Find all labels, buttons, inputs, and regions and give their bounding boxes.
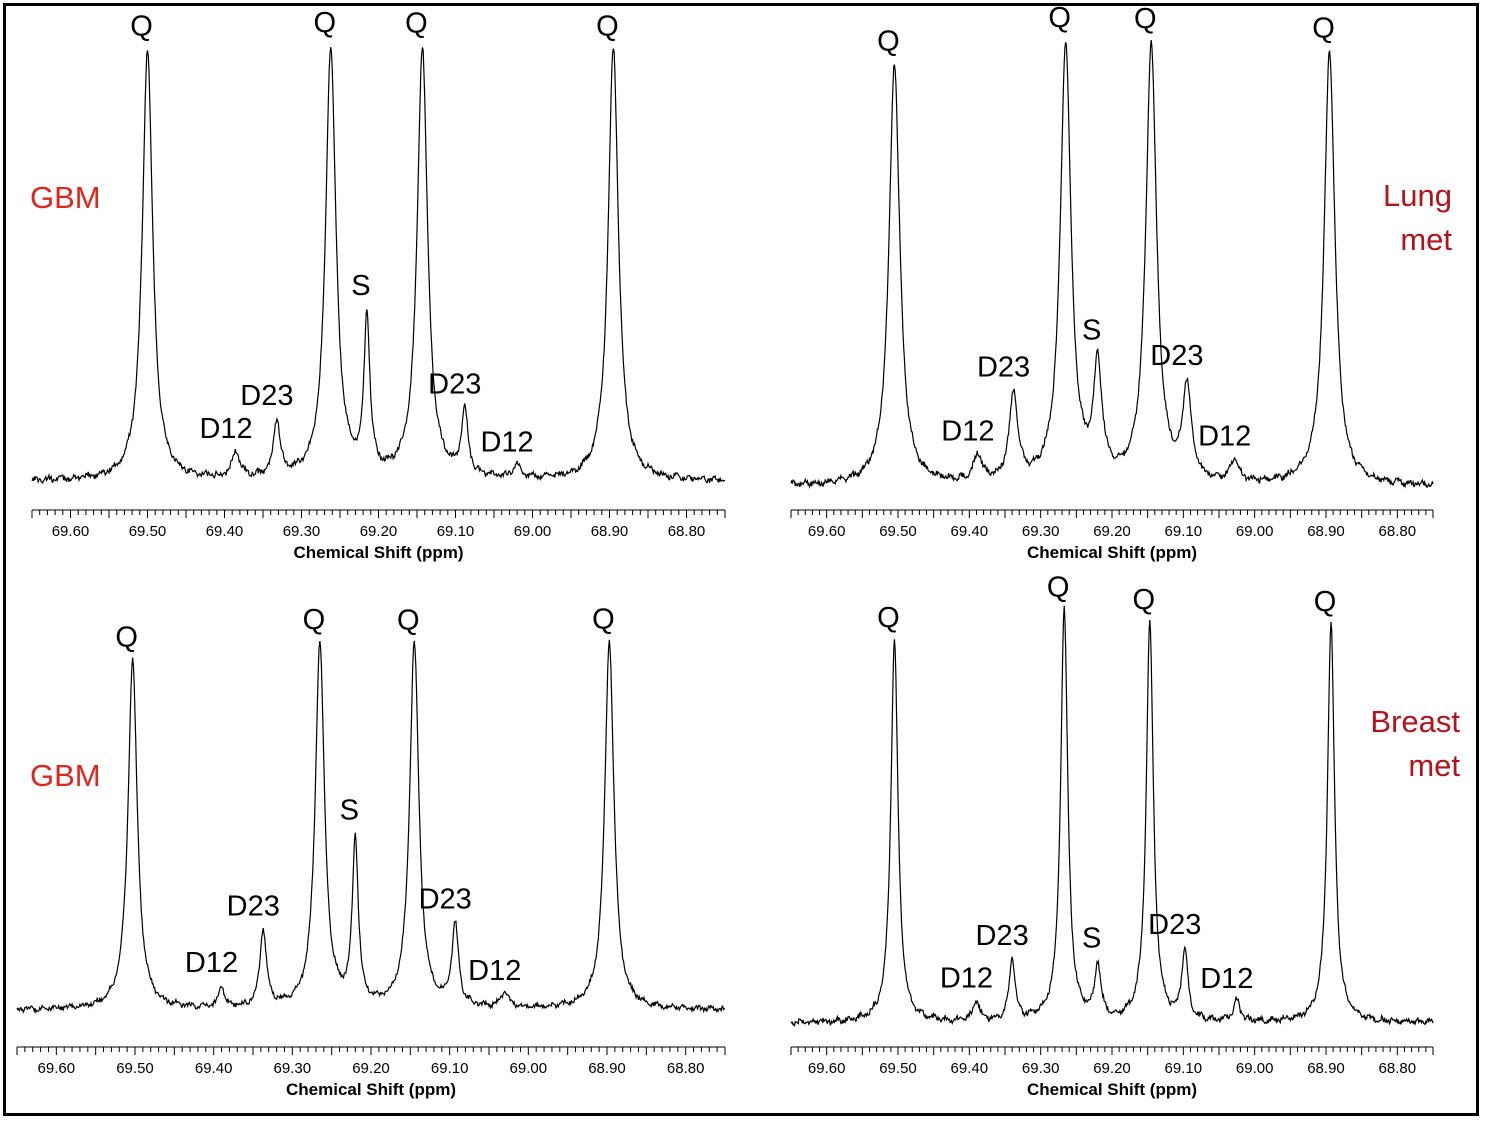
x-tick-label: 69.30 — [1022, 1060, 1060, 1077]
peak-label-d23: D23 — [1150, 340, 1203, 372]
x-tick-label: 69.50 — [879, 1060, 917, 1077]
peak-label-d12: D12 — [941, 415, 994, 447]
peak-label-d12: D12 — [1200, 963, 1253, 995]
x-tick-label: 69.50 — [129, 523, 167, 540]
x-axis-title: Chemical Shift (ppm) — [293, 543, 463, 562]
x-tick-label: 68.90 — [588, 1060, 626, 1077]
x-tick-label: 69.00 — [514, 523, 552, 540]
sample-label-line: Lung — [1383, 178, 1452, 213]
peak-label-q: Q — [130, 10, 153, 42]
peak-label-s: S — [340, 794, 359, 826]
x-tick-label: 69.50 — [116, 1060, 154, 1077]
peak-label-q: Q — [1048, 2, 1071, 34]
peak-label-d12: D12 — [185, 947, 238, 979]
x-tick-label: 69.60 — [52, 523, 90, 540]
x-tick-label: 69.10 — [437, 523, 475, 540]
sample-label-line: met — [1400, 222, 1452, 257]
peak-label-q: Q — [1047, 572, 1070, 604]
x-tick-label: 69.60 — [808, 523, 846, 540]
spectrum-panel-bottom-right: 69.60 69.50 69.40 69.30 69.20 69.10 69.00 68.90… — [790, 572, 1460, 1099]
peak-label-q: Q — [397, 605, 420, 637]
sample-label: GBM — [30, 758, 101, 793]
x-tick-label: 69.40 — [951, 1060, 989, 1077]
peak-label-d23: D23 — [227, 890, 280, 922]
peak-label-d12: D12 — [199, 413, 252, 445]
spectrum-trace — [16, 639, 726, 1014]
sample-label: Lung met — [1383, 178, 1452, 257]
peak-label-d23: D23 — [1148, 909, 1201, 941]
x-tick-label: 68.90 — [1307, 523, 1345, 540]
x-axis-title: Chemical Shift (ppm) — [1027, 543, 1197, 562]
x-tick-label: 69.00 — [1236, 523, 1274, 540]
peak-label-q: Q — [1134, 3, 1157, 35]
x-tick-label: 69.30 — [274, 1060, 312, 1077]
x-tick-label: 69.00 — [510, 1060, 548, 1077]
peak-label-d23: D23 — [419, 884, 472, 916]
spectrum-panel-top-left: 69.60 69.50 69.40 69.30 69.20 69.10 69.00 68.90… — [30, 7, 726, 562]
x-tick-label: 68.90 — [591, 523, 629, 540]
spectrum-trace — [31, 47, 726, 485]
peak-label-d12: D12 — [1198, 421, 1251, 453]
peak-label-q: Q — [313, 7, 336, 39]
sample-label-line: Breast — [1370, 704, 1460, 739]
sample-label-line: GBM — [30, 180, 101, 215]
sample-label-line: GBM — [30, 758, 101, 793]
x-tick-label: 69.30 — [1022, 523, 1060, 540]
x-tick-label: 68.80 — [1379, 1060, 1417, 1077]
x-tick-label: 69.30 — [283, 523, 321, 540]
sample-label: Breast met — [1370, 704, 1460, 783]
x-tick-label: 69.40 — [951, 523, 989, 540]
peak-label-d12: D12 — [480, 427, 533, 459]
x-tick-label: 69.20 — [1093, 523, 1131, 540]
x-tick-label: 69.10 — [1165, 1060, 1203, 1077]
peak-label-q: Q — [1133, 584, 1156, 616]
peak-label-q: Q — [596, 10, 619, 42]
peak-label-q: Q — [1312, 12, 1335, 44]
peak-label-q: Q — [877, 602, 900, 634]
x-tick-label: 69.40 — [206, 523, 244, 540]
x-tick-label: 69.50 — [879, 523, 917, 540]
x-tick-label: 69.10 — [1165, 523, 1203, 540]
x-tick-label: 68.90 — [1307, 1060, 1345, 1077]
x-tick-label: 69.60 — [808, 1060, 846, 1077]
peak-label-q: Q — [115, 622, 138, 654]
x-tick-label: 69.00 — [1236, 1060, 1274, 1077]
peak-label-q: Q — [592, 603, 615, 635]
peak-label-q: Q — [405, 7, 428, 39]
x-tick-label: 68.80 — [668, 523, 706, 540]
peak-label-s: S — [1082, 315, 1101, 347]
spectrum-panel-bottom-left: 69.60 69.50 69.40 69.30 69.20 69.10 69.00 68.90… — [16, 603, 726, 1099]
x-tick-label: 69.20 — [352, 1060, 390, 1077]
peak-label-d12: D12 — [940, 962, 993, 994]
sample-label: GBM — [30, 180, 101, 215]
peak-label-s: S — [1082, 922, 1101, 954]
x-tick-label: 69.60 — [38, 1060, 76, 1077]
spectrum-trace — [790, 605, 1434, 1028]
peak-label-d23: D23 — [977, 351, 1030, 383]
sample-label-line: met — [1408, 748, 1460, 783]
x-axis-title: Chemical Shift (ppm) — [1027, 1080, 1197, 1099]
peak-label-d23: D23 — [240, 380, 293, 412]
figure-border — [3, 3, 1479, 1116]
peak-label-q: Q — [1314, 586, 1337, 618]
x-tick-label: 69.10 — [431, 1060, 469, 1077]
peak-label-d23: D23 — [428, 368, 481, 400]
peak-label-d23: D23 — [976, 920, 1029, 952]
x-tick-label: 68.80 — [667, 1060, 705, 1077]
x-axis-title: Chemical Shift (ppm) — [286, 1080, 456, 1099]
spectrum-panel-top-right: 69.60 69.50 69.40 69.30 69.20 69.10 69.00 68.90… — [790, 2, 1452, 562]
peak-label-q: Q — [303, 604, 326, 636]
x-tick-label: 69.40 — [195, 1060, 233, 1077]
spectrum-trace — [790, 40, 1434, 490]
x-tick-label: 69.20 — [360, 523, 398, 540]
peak-label-d12: D12 — [468, 955, 521, 987]
peak-label-s: S — [351, 270, 370, 302]
peak-label-q: Q — [877, 25, 900, 57]
x-tick-label: 68.80 — [1379, 523, 1417, 540]
x-tick-label: 69.20 — [1093, 1060, 1131, 1077]
